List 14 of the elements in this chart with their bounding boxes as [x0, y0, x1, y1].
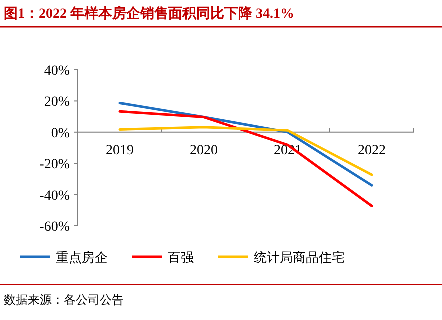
x-tick-label: 2020 — [190, 143, 218, 158]
x-tick-label: 2019 — [106, 143, 134, 158]
y-tick-label: -20% — [40, 158, 70, 173]
y-tick-label: -60% — [40, 220, 70, 235]
legend-label: 统计局商品住宅 — [254, 250, 345, 265]
y-tick-label: 0% — [51, 126, 70, 142]
chart-title: 图1：2022 年样本房企销售面积同比下降 34.1% — [4, 5, 294, 22]
y-tick-label: 20% — [44, 95, 70, 110]
x-tick-label: 2022 — [358, 143, 386, 158]
source-note: 数据来源：各公司公告 — [4, 293, 124, 307]
legend-label: 百强 — [168, 250, 194, 265]
y-tick-label: 40% — [44, 64, 70, 79]
legend-label: 重点房企 — [56, 250, 108, 265]
y-tick-label: -40% — [40, 188, 70, 204]
